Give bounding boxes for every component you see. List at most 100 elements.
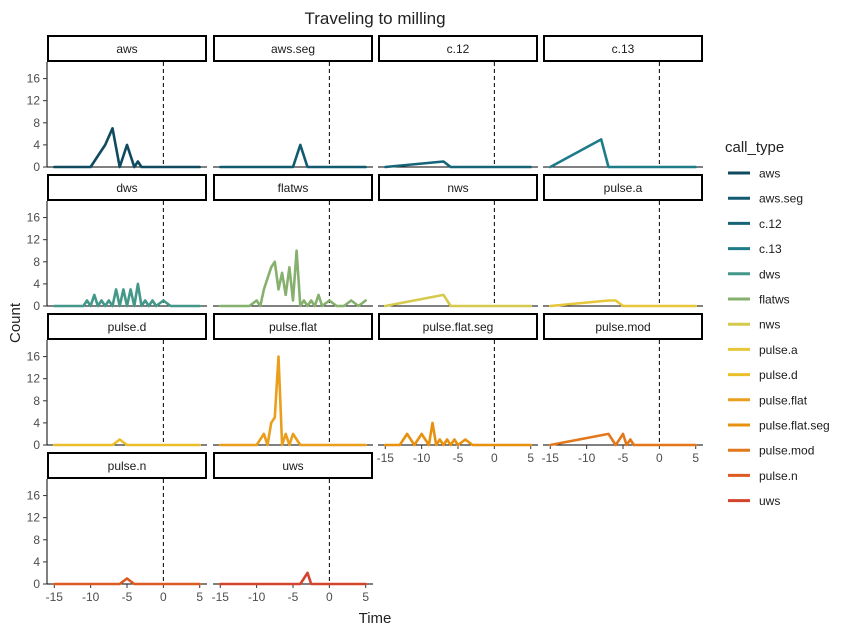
series-line-aws — [52, 127, 201, 169]
legend-label-pulse.flat.seg: pulse.flat.seg — [759, 419, 830, 433]
y-tick-label: 16 — [27, 489, 41, 503]
y-tick-label: 0 — [33, 577, 40, 591]
facet-strip-label: pulse.a — [604, 181, 643, 195]
x-tick-label: -5 — [288, 590, 299, 604]
facet-panel-pulse.d: pulse.d 0 4 8 12 16 — [27, 313, 207, 452]
chart-title: Traveling to milling — [304, 9, 445, 28]
x-tick-label: -5 — [618, 451, 629, 465]
facet-strip-label: pulse.n — [108, 459, 147, 473]
facet-strip-label: dws — [116, 181, 137, 195]
series-line-flatws — [219, 249, 368, 308]
x-tick-label: 5 — [692, 451, 699, 465]
x-tick-label: 0 — [491, 451, 498, 465]
y-tick-label: 8 — [33, 255, 40, 269]
y-tick-label: 0 — [33, 299, 40, 313]
facet-strip — [47, 452, 207, 479]
facet-panel-aws.seg: aws.seg — [213, 35, 373, 169]
series-line-pulse.n — [52, 577, 201, 586]
series-line-nws — [383, 293, 533, 308]
facet-strip-label: aws.seg — [271, 42, 315, 56]
x-tick-label: -5 — [453, 451, 464, 465]
x-tick-label: -10 — [578, 451, 596, 465]
y-tick-label: 4 — [33, 138, 40, 152]
facet-panel-pulse.flat: pulse.flat — [213, 313, 373, 447]
facet-strip — [213, 313, 373, 340]
legend-label-pulse.flat: pulse.flat — [759, 393, 808, 407]
x-tick-label: -15 — [46, 590, 64, 604]
facet-strip-label: pulse.d — [108, 320, 147, 334]
facet-strip-label: c.13 — [612, 42, 635, 56]
legend: call_type aws aws.seg c.12 c.13 dws flatws nws… — [725, 139, 830, 508]
legend-label-c.12: c.12 — [759, 217, 782, 231]
y-tick-label: 16 — [27, 211, 41, 225]
facet-strip — [543, 35, 703, 62]
y-tick-label: 8 — [33, 394, 40, 408]
facet-strip-label: aws — [116, 42, 137, 56]
facet-strip — [47, 174, 207, 201]
facet-strip — [378, 313, 538, 340]
y-tick-label: 12 — [27, 94, 41, 108]
series-line-c.12 — [383, 160, 533, 169]
legend-label-c.13: c.13 — [759, 242, 782, 256]
facet-strip-label: nws — [447, 181, 468, 195]
y-tick-label: 16 — [27, 72, 41, 86]
legend-label-nws: nws — [759, 318, 780, 332]
legend-label-pulse.a: pulse.a — [759, 343, 798, 357]
facet-panel-aws: aws 0 4 8 12 16 — [27, 35, 207, 174]
x-tick-label: -10 — [248, 590, 266, 604]
y-tick-label: 8 — [33, 116, 40, 130]
y-tick-label: 12 — [27, 233, 41, 247]
y-tick-label: 4 — [33, 277, 40, 291]
series-line-pulse.a — [548, 299, 698, 308]
facet-strip — [543, 174, 703, 201]
legend-label-pulse.mod: pulse.mod — [759, 444, 814, 458]
legend-label-aws: aws — [759, 167, 780, 181]
facet-panel-c.12: c.12 — [378, 35, 538, 169]
y-tick-label: 4 — [33, 416, 40, 430]
facet-strip-label: flatws — [278, 181, 309, 195]
x-tick-label: -10 — [413, 451, 431, 465]
y-tick-label: 8 — [33, 533, 40, 547]
facet-strip — [47, 313, 207, 340]
x-tick-label: 0 — [656, 451, 663, 465]
legend-label-pulse.n: pulse.n — [759, 469, 798, 483]
facet-strip-label: c.12 — [447, 42, 470, 56]
facet-panel-pulse.a: pulse.a — [543, 174, 703, 308]
series-line-uws — [219, 571, 368, 586]
y-tick-label: 16 — [27, 350, 41, 364]
y-tick-label: 0 — [33, 438, 40, 452]
series-line-aws.seg — [219, 143, 368, 169]
facet-strip — [213, 35, 373, 62]
facet-panel-uws: uws -15 -10 -5 0 5 — [212, 452, 373, 604]
facet-panel-pulse.mod: pulse.mod -15 -10 -5 0 5 — [542, 313, 703, 465]
y-tick-label: 12 — [27, 372, 41, 386]
facet-strip — [213, 452, 373, 479]
legend-label-aws.seg: aws.seg — [759, 192, 803, 206]
facet-panels: aws 0 4 8 12 16 aws.seg c.12 c.13 dws 0 4 8 12 16 flatw… — [27, 35, 703, 604]
facet-strip — [378, 174, 538, 201]
facet-strip — [213, 174, 373, 201]
facet-strip — [543, 313, 703, 340]
x-tick-label: -15 — [377, 451, 395, 465]
series-line-pulse.d — [52, 438, 201, 447]
legend-label-dws: dws — [759, 267, 780, 281]
x-tick-label: -10 — [82, 590, 100, 604]
facet-strip-label: pulse.flat.seg — [423, 320, 494, 334]
facet-panel-dws: dws 0 4 8 12 16 — [27, 174, 207, 313]
legend-label-uws: uws — [759, 494, 780, 508]
y-tick-label: 0 — [33, 160, 40, 174]
series-line-dws — [52, 282, 201, 308]
y-tick-label: 4 — [33, 555, 40, 569]
facet-panel-flatws: flatws — [213, 174, 373, 308]
facet-strip-label: uws — [282, 459, 303, 473]
facet-panel-nws: nws — [378, 174, 538, 308]
y-axis-title: Count — [7, 302, 24, 343]
x-axis-title: Time — [359, 610, 392, 627]
x-tick-label: -15 — [212, 590, 230, 604]
legend-label-flatws: flatws — [759, 293, 790, 307]
facet-strip — [47, 35, 207, 62]
facet-strip-label: pulse.mod — [595, 320, 650, 334]
legend-title: call_type — [725, 139, 784, 156]
